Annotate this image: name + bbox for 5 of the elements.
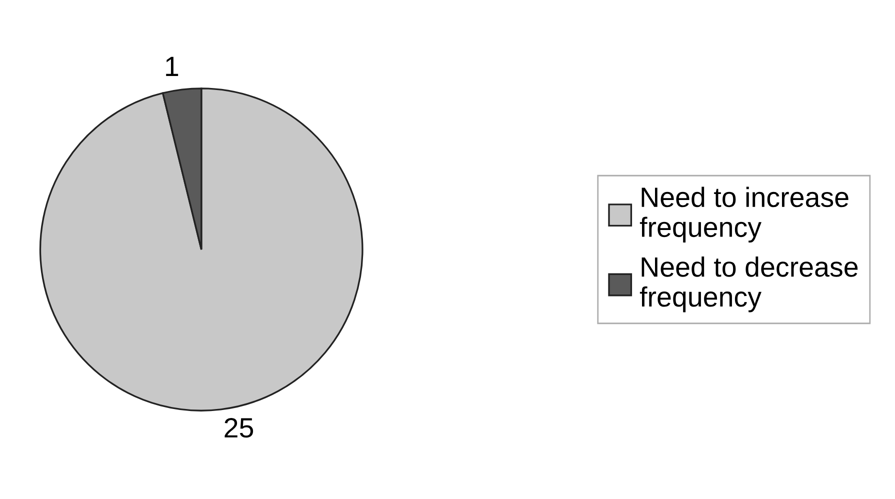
data-label: 1 — [166, 56, 178, 76]
legend-label: Need to increase frequency — [640, 186, 848, 243]
pie-slice — [39, 88, 364, 412]
legend-label: Need to decrease frequency — [640, 256, 858, 312]
data-label: 25 — [224, 418, 254, 438]
